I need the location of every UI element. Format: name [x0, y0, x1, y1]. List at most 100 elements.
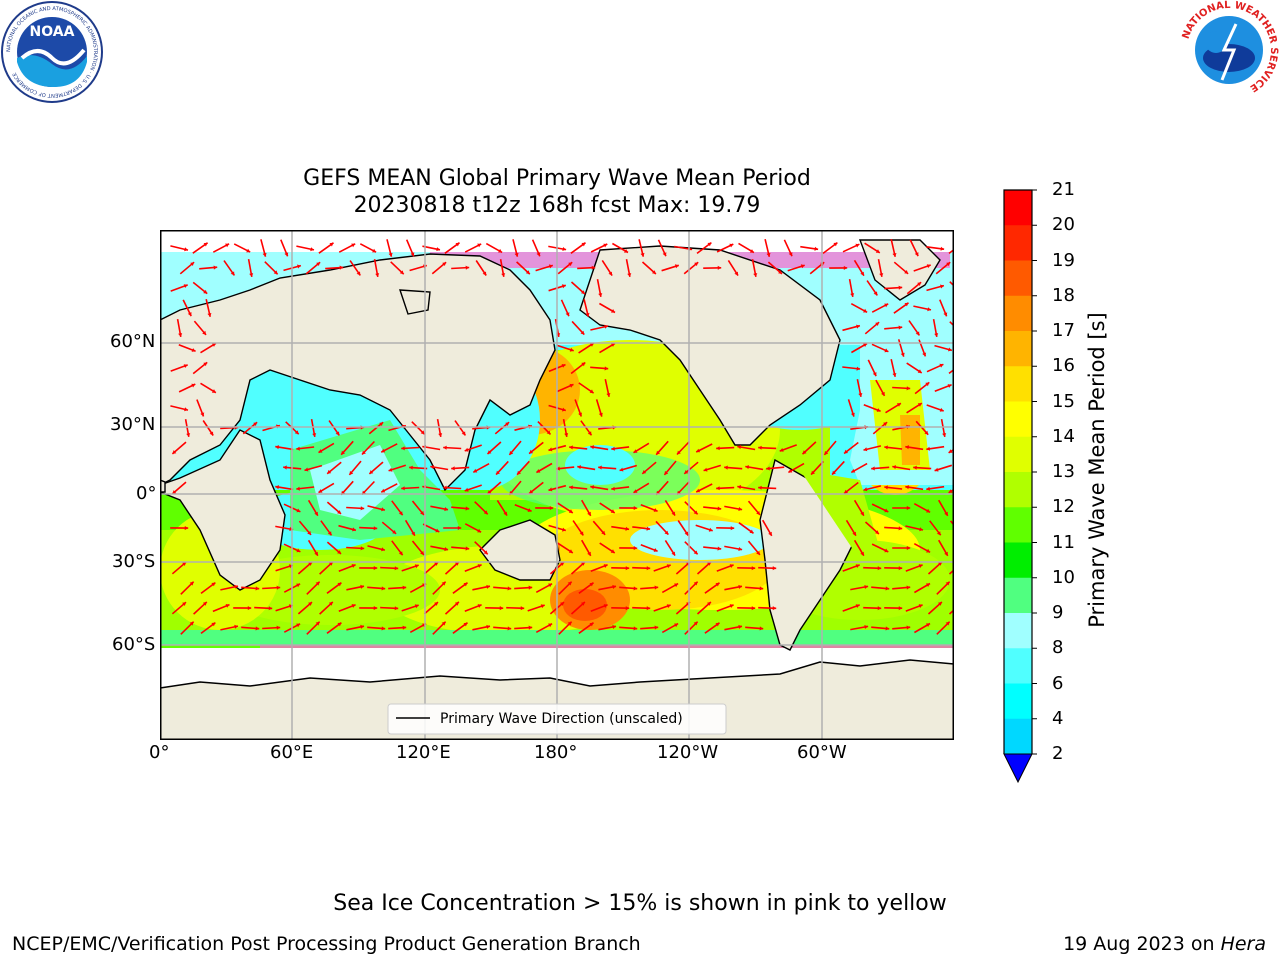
wave-arrow-head [410, 252, 415, 257]
noaa-logo: NOAA NATIONAL OCEANIC AND ATMOSPHERIC AD… [1, 1, 103, 103]
wave-arrow-head [904, 302, 909, 307]
wave-arrow-head [262, 252, 267, 257]
wave-arrow-head [905, 485, 909, 490]
lat-tick-0: 0° [136, 483, 157, 504]
wave-arrow-head [858, 393, 863, 397]
wave-arrow-head [273, 270, 278, 275]
wave-arrow-head [759, 626, 764, 631]
colorbar-segment [1004, 436, 1032, 473]
wave-arrow-head [568, 262, 573, 267]
wave-arrow-head [738, 507, 743, 511]
wave-arrow-head [633, 449, 638, 453]
wave-arrow-head [296, 446, 300, 451]
wave-arrow-head [565, 312, 570, 317]
wave-arrow-head [877, 606, 882, 611]
colorbar-tick-label: 11 [1052, 531, 1075, 553]
wave-arrow-head [684, 470, 689, 474]
wave-arrow-head [738, 584, 742, 589]
wave-arrow-head [225, 243, 230, 248]
colorbar-tick-label: 12 [1052, 496, 1075, 518]
wave-arrow-head [255, 586, 260, 591]
wave-arrow-head [585, 312, 590, 317]
wave-arrow-head [482, 271, 487, 276]
wave-arrow-head [496, 470, 500, 475]
wave-arrow-head [211, 389, 216, 393]
wave-arrow-head [918, 564, 923, 568]
wave-arrow-head [944, 511, 948, 516]
wave-arrow-head [328, 601, 333, 606]
wave-arrow-head [674, 264, 679, 269]
wave-arrow-head [926, 508, 931, 513]
wave-arrow-head [187, 312, 192, 317]
wave-arrow-head [528, 625, 533, 630]
wave-arrow-head [694, 262, 699, 267]
colorbar-tick-label: 9 [1052, 602, 1064, 623]
wave-arrow-head [863, 487, 868, 492]
wave-arrow-head [392, 530, 397, 534]
wave-arrow-head [717, 265, 722, 270]
wave-arrow-head [881, 391, 885, 396]
nws-logo: NATIONAL WEATHER SERVICE [1181, 0, 1279, 98]
wave-arrow-head [589, 582, 594, 587]
wave-arrow-head [536, 252, 541, 257]
wave-arrow-head [756, 511, 760, 515]
wave-arrow-head [753, 273, 758, 277]
wave-arrow-head [898, 285, 903, 290]
wave-arrow-head [766, 466, 770, 471]
wave-arrow-head [275, 485, 279, 490]
wave-arrow-head [738, 547, 743, 551]
wave-arrow-head [528, 585, 533, 590]
wave-arrow-head [855, 604, 860, 608]
wave-arrow-head [625, 566, 630, 571]
wave-arrow-head [352, 527, 356, 532]
wave-arrow-head [788, 252, 793, 257]
wave-arrow-head [420, 511, 424, 515]
wave-arrow-head [202, 601, 207, 606]
wave-arrow-head [864, 585, 869, 589]
wave-arrow-head [603, 243, 608, 248]
eurasia [160, 253, 556, 492]
colorbar-extend-triangle [1003, 753, 1033, 784]
wave-arrow-head [922, 352, 927, 357]
colorbar-label: Primary Wave Mean Period [s] [1085, 312, 1109, 628]
wave-arrow-head [940, 284, 944, 289]
wave-arrow-head [337, 622, 342, 627]
wave-arrow-head [610, 343, 615, 347]
wave-arrow-head [850, 293, 855, 297]
wave-arrow-head [420, 430, 425, 435]
colorbar-segment [1004, 507, 1032, 543]
wave-arrow-head [619, 467, 624, 472]
wave-arrow-head [578, 412, 582, 417]
wave-arrow-head [664, 470, 669, 475]
wave-arrow-head [926, 486, 930, 491]
map-subtitle: 20230818 t12z 168h fcst Max: 19.79 [353, 193, 761, 218]
wave-arrow-head [843, 265, 848, 270]
wave-arrow-head [225, 604, 230, 608]
wave-arrow-head [339, 265, 344, 270]
wave-arrow-head [852, 531, 856, 536]
wave-arrow-head [327, 531, 332, 536]
wave-arrow-head [276, 585, 281, 590]
wave-arrow-head [604, 366, 609, 371]
wave-arrow-head [441, 581, 446, 586]
wave-arrow-head [758, 485, 762, 490]
wave-arrow-head [409, 465, 413, 470]
wave-arrow-head [399, 270, 404, 275]
wave-arrow-head [940, 246, 945, 251]
wave-arrow-head [926, 446, 930, 451]
wave-arrow-head [581, 562, 585, 566]
wave-arrow-head [926, 264, 931, 269]
wave-arrow-head [182, 602, 186, 606]
wave-arrow-head [625, 526, 630, 531]
wave-arrow-head [465, 265, 470, 270]
wave-arrow-head [662, 252, 667, 257]
wave-arrow-head [529, 449, 534, 454]
wave-arrow-head [938, 562, 942, 566]
wave-arrow-head [654, 625, 659, 630]
map-legend: Primary Wave Direction (unscaled) [387, 703, 727, 735]
wave-arrow-head [487, 490, 492, 494]
wave-arrow-head [756, 551, 760, 555]
wave-arrow-head [652, 270, 656, 274]
wave-arrow-head [442, 262, 447, 266]
wave-arrow-head [388, 467, 393, 472]
